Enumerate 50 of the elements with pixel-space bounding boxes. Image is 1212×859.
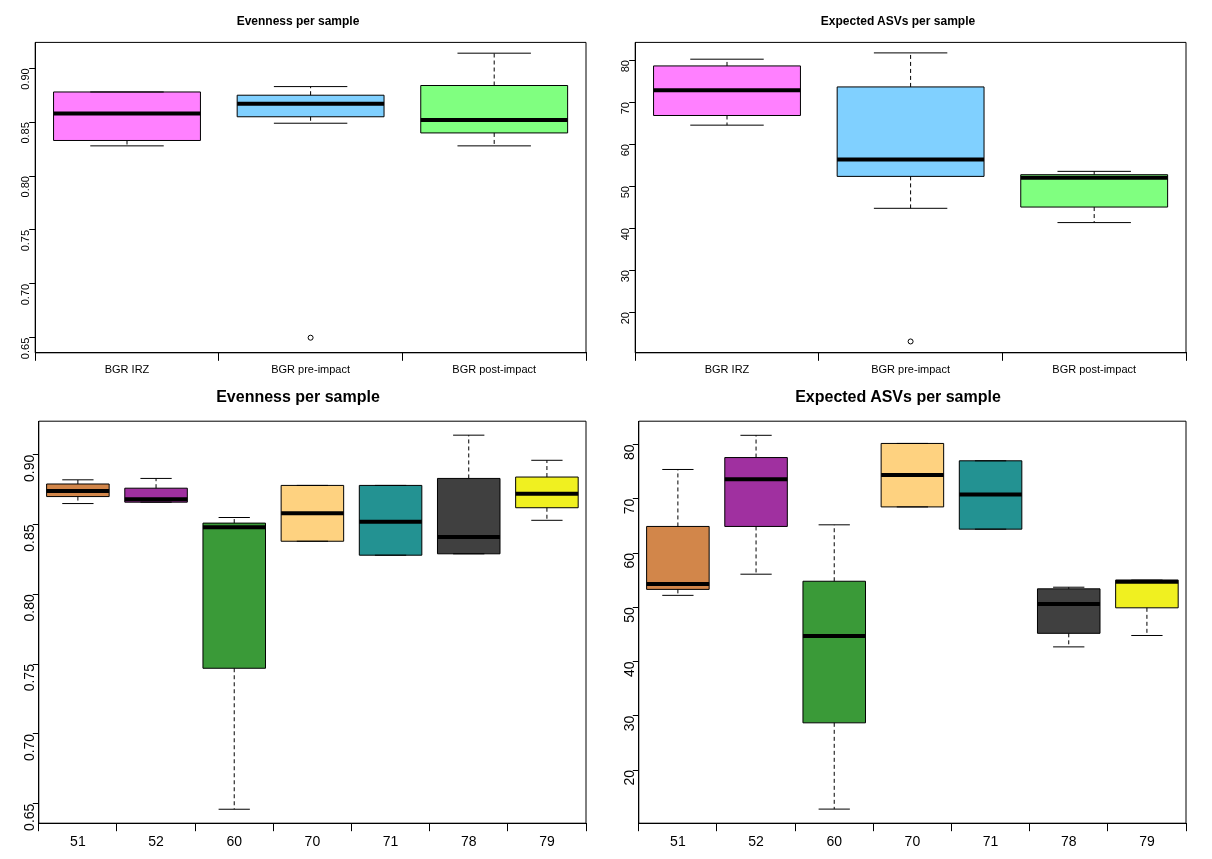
y-tick-label: 30 bbox=[619, 270, 632, 283]
chart-title: Expected ASVs per sample bbox=[795, 388, 1001, 406]
x-tick-label: BGR IRZ bbox=[104, 363, 150, 376]
x-tick-label: 79 bbox=[1139, 833, 1155, 850]
y-tick-label: 0.90 bbox=[19, 68, 32, 90]
x-tick-label: 70 bbox=[304, 833, 321, 850]
x-tick-label: 78 bbox=[460, 833, 477, 850]
y-tick-label: 0.70 bbox=[20, 733, 37, 762]
y-tick-label: 70 bbox=[620, 498, 637, 515]
y-tick-label: 0.80 bbox=[20, 594, 37, 622]
x-tick-label: 78 bbox=[1060, 833, 1077, 850]
y-tick-label: 0.80 bbox=[19, 176, 32, 198]
y-tick-label: 70 bbox=[619, 102, 632, 115]
x-tick-label: 60 bbox=[226, 833, 243, 850]
y-tick-label: 30 bbox=[620, 715, 637, 732]
x-tick-label: 51 bbox=[670, 833, 686, 850]
x-tick-label: 52 bbox=[748, 833, 765, 850]
y-tick-label: 0.90 bbox=[20, 454, 37, 482]
y-tick-label: 0.65 bbox=[19, 337, 32, 360]
x-tick-label: 71 bbox=[382, 833, 399, 850]
x-tick-label: 71 bbox=[982, 833, 999, 850]
y-tick-label: 0.85 bbox=[20, 524, 37, 552]
y-tick-label: 0.70 bbox=[19, 283, 32, 306]
y-tick-label: 50 bbox=[620, 607, 637, 623]
y-tick-label: 0.65 bbox=[20, 803, 37, 831]
y-tick-label: 20 bbox=[619, 312, 632, 325]
x-tick-label: 51 bbox=[70, 833, 86, 850]
y-tick-label: 80 bbox=[619, 60, 632, 73]
y-tick-label: 0.75 bbox=[19, 229, 32, 252]
chart-title: Evenness per sample bbox=[236, 13, 360, 28]
x-tick-label: 70 bbox=[904, 833, 921, 850]
x-tick-label: BGR IRZ bbox=[704, 363, 750, 376]
y-tick-label: 50 bbox=[619, 186, 632, 199]
chart-title: Expected ASVs per sample bbox=[820, 13, 976, 28]
y-tick-label: 40 bbox=[619, 228, 632, 241]
y-tick-label: 80 bbox=[620, 444, 637, 461]
y-tick-label: 40 bbox=[620, 661, 637, 678]
chart-title: Evenness per sample bbox=[216, 388, 380, 406]
y-tick-label: 20 bbox=[620, 769, 637, 786]
x-tick-label: 60 bbox=[826, 833, 843, 850]
y-tick-label: 0.85 bbox=[19, 122, 32, 144]
x-tick-label: BGR post-impact bbox=[452, 363, 537, 376]
x-tick-label: 52 bbox=[148, 833, 165, 850]
y-tick-label: 0.75 bbox=[20, 663, 37, 692]
x-tick-label: BGR post-impact bbox=[1052, 363, 1137, 376]
x-tick-label: BGR pre-impact bbox=[871, 363, 951, 376]
x-tick-label: 79 bbox=[539, 833, 555, 850]
x-tick-label: BGR pre-impact bbox=[271, 363, 351, 376]
y-tick-label: 60 bbox=[619, 144, 632, 157]
y-tick-label: 60 bbox=[620, 552, 637, 569]
